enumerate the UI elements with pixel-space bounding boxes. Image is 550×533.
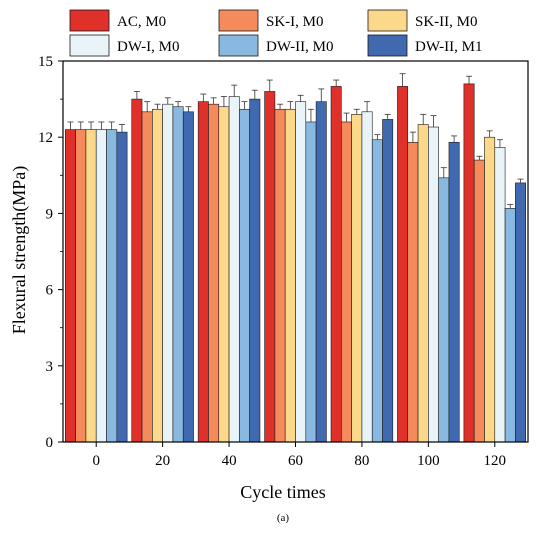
legend-swatch <box>218 34 259 57</box>
x-tick-label: 20 <box>155 453 170 469</box>
bar <box>152 108 163 443</box>
y-tick-label: 9 <box>46 206 54 222</box>
bar <box>484 136 496 443</box>
bar <box>116 131 128 443</box>
bar <box>95 129 107 443</box>
x-axis-title: Cycle times <box>240 482 325 502</box>
bar <box>208 103 220 443</box>
bar <box>182 111 194 443</box>
legend-swatch <box>69 9 110 32</box>
x-tick-label: 60 <box>288 453 303 469</box>
figure-caption: (a) <box>277 512 290 524</box>
bar <box>315 101 327 443</box>
bar <box>106 129 118 443</box>
bar <box>330 86 342 443</box>
y-tick-label: 15 <box>38 54 53 70</box>
bar <box>141 111 153 443</box>
bar <box>295 101 307 443</box>
legend-label: DW-II, M0 <box>266 39 334 55</box>
x-tick-label: 100 <box>417 453 440 469</box>
bar <box>131 98 143 443</box>
bar <box>515 182 526 443</box>
legend-label: SK-I, M0 <box>266 14 324 30</box>
bar <box>172 106 184 443</box>
bar <box>428 126 439 443</box>
bar <box>438 177 450 443</box>
bar <box>264 91 276 443</box>
bar <box>65 129 76 443</box>
legend-swatch <box>218 9 259 32</box>
y-tick-label: 0 <box>46 435 54 451</box>
legend-label: DW-II, M1 <box>415 39 483 55</box>
plot-area <box>65 73 526 443</box>
bar <box>162 103 174 443</box>
legend-label: DW-I, M0 <box>117 39 180 55</box>
bar <box>228 96 240 443</box>
bar <box>351 114 363 443</box>
bar <box>397 86 409 443</box>
bar <box>305 121 317 443</box>
bar <box>494 147 506 443</box>
y-axis-title: Flexural strength(MPa) <box>9 166 30 334</box>
bar <box>371 139 383 443</box>
legend-swatch <box>69 34 110 57</box>
bar <box>417 124 429 443</box>
bar <box>361 111 373 443</box>
x-tick-label: 0 <box>92 453 100 469</box>
bar <box>473 159 485 443</box>
x-tick-label: 80 <box>354 453 369 469</box>
bar <box>218 106 230 443</box>
bar <box>75 129 87 443</box>
bar <box>504 208 516 443</box>
bar <box>448 141 460 443</box>
bar <box>249 98 261 443</box>
legend: AC, M0 SK-I, M0 SK-II, M0 DW-I, M0 DW-II, M0… <box>69 9 483 57</box>
legend-label: AC, M0 <box>117 14 166 30</box>
bar <box>239 108 250 443</box>
y-tick-label: 12 <box>38 130 53 146</box>
legend-label: SK-II, M0 <box>415 14 478 30</box>
bar <box>341 121 352 443</box>
bar <box>463 83 475 443</box>
y-tick-label: 6 <box>46 283 54 299</box>
axes: 0 20 40 60 80 100 120 0 3 6 9 12 15 <box>38 54 529 469</box>
x-tick-label: 40 <box>222 453 237 469</box>
bar <box>197 101 209 443</box>
bar <box>274 108 286 443</box>
bar <box>284 108 296 443</box>
legend-swatch <box>367 9 408 32</box>
legend-swatch <box>367 34 408 57</box>
bar <box>85 129 97 443</box>
y-tick-label: 3 <box>46 359 54 375</box>
x-tick-label: 120 <box>484 453 507 469</box>
bar <box>407 141 419 443</box>
bar <box>382 119 394 443</box>
